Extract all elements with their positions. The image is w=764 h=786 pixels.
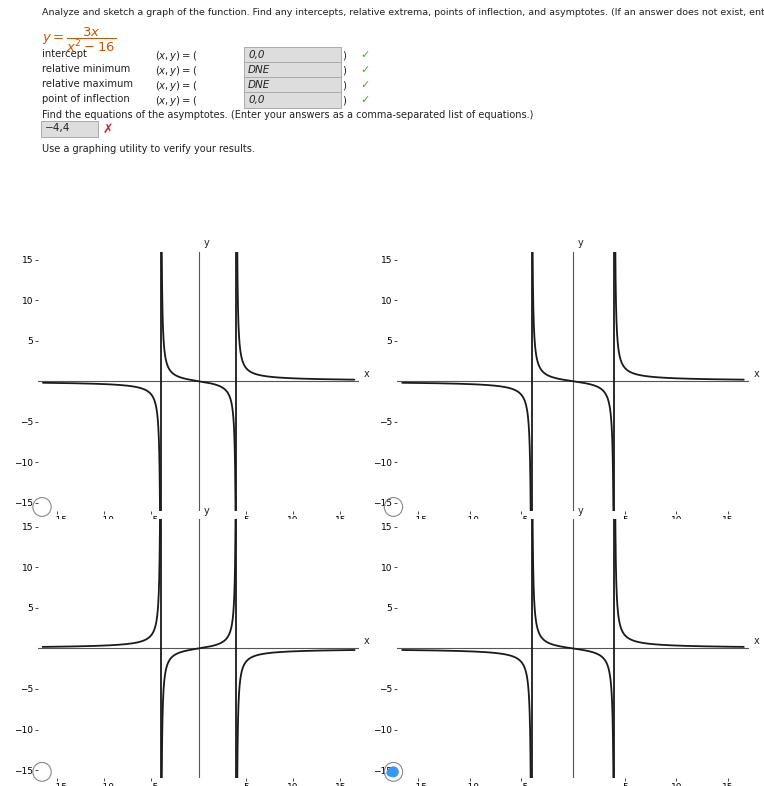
Text: 0,0: 0,0 — [248, 50, 264, 60]
FancyBboxPatch shape — [41, 121, 98, 137]
Text: $)$: $)$ — [342, 49, 347, 62]
Text: $)$: $)$ — [342, 64, 347, 77]
Text: y: y — [578, 505, 584, 516]
Text: ✗: ✗ — [103, 123, 114, 136]
Text: $(x, y) = ($: $(x, y) = ($ — [155, 49, 197, 63]
Text: x: x — [754, 636, 759, 646]
FancyBboxPatch shape — [244, 62, 341, 78]
Text: relative maximum: relative maximum — [42, 79, 133, 89]
FancyBboxPatch shape — [244, 47, 341, 63]
Text: DNE: DNE — [248, 65, 270, 75]
Text: intercept: intercept — [42, 49, 87, 59]
Text: Use a graphing utility to verify your results.: Use a graphing utility to verify your re… — [42, 144, 255, 154]
Text: $)$: $)$ — [342, 94, 347, 107]
Text: $)$: $)$ — [342, 79, 347, 92]
Text: ✓: ✓ — [360, 80, 369, 90]
Text: ✓: ✓ — [360, 50, 369, 60]
FancyBboxPatch shape — [244, 92, 341, 108]
Text: ✓: ✓ — [360, 65, 369, 75]
Text: x: x — [364, 636, 370, 646]
Text: Find the equations of the asymptotes. (Enter your answers as a comma-separated l: Find the equations of the asymptotes. (E… — [42, 110, 533, 119]
Text: point of inflection: point of inflection — [42, 94, 130, 104]
Text: DNE: DNE — [248, 80, 270, 90]
Text: Analyze and sketch a graph of the function. Find any intercepts, relative extrem: Analyze and sketch a graph of the functi… — [42, 8, 764, 17]
Text: x: x — [364, 369, 370, 379]
Text: y: y — [203, 505, 209, 516]
Text: y: y — [203, 238, 209, 248]
Text: $(x, y) = ($: $(x, y) = ($ — [155, 94, 197, 108]
Text: $(x, y) = ($: $(x, y) = ($ — [155, 79, 197, 93]
Text: relative minimum: relative minimum — [42, 64, 130, 74]
Text: y: y — [578, 238, 584, 248]
Text: 0,0: 0,0 — [248, 95, 264, 105]
Text: $(x, y) = ($: $(x, y) = ($ — [155, 64, 197, 78]
FancyBboxPatch shape — [244, 77, 341, 93]
Text: $y = \dfrac{3x}{x^{2} - 16}$: $y = \dfrac{3x}{x^{2} - 16}$ — [42, 26, 116, 54]
Text: ✓: ✓ — [360, 95, 369, 105]
Text: −4,4: −4,4 — [45, 123, 70, 133]
Text: x: x — [754, 369, 759, 379]
